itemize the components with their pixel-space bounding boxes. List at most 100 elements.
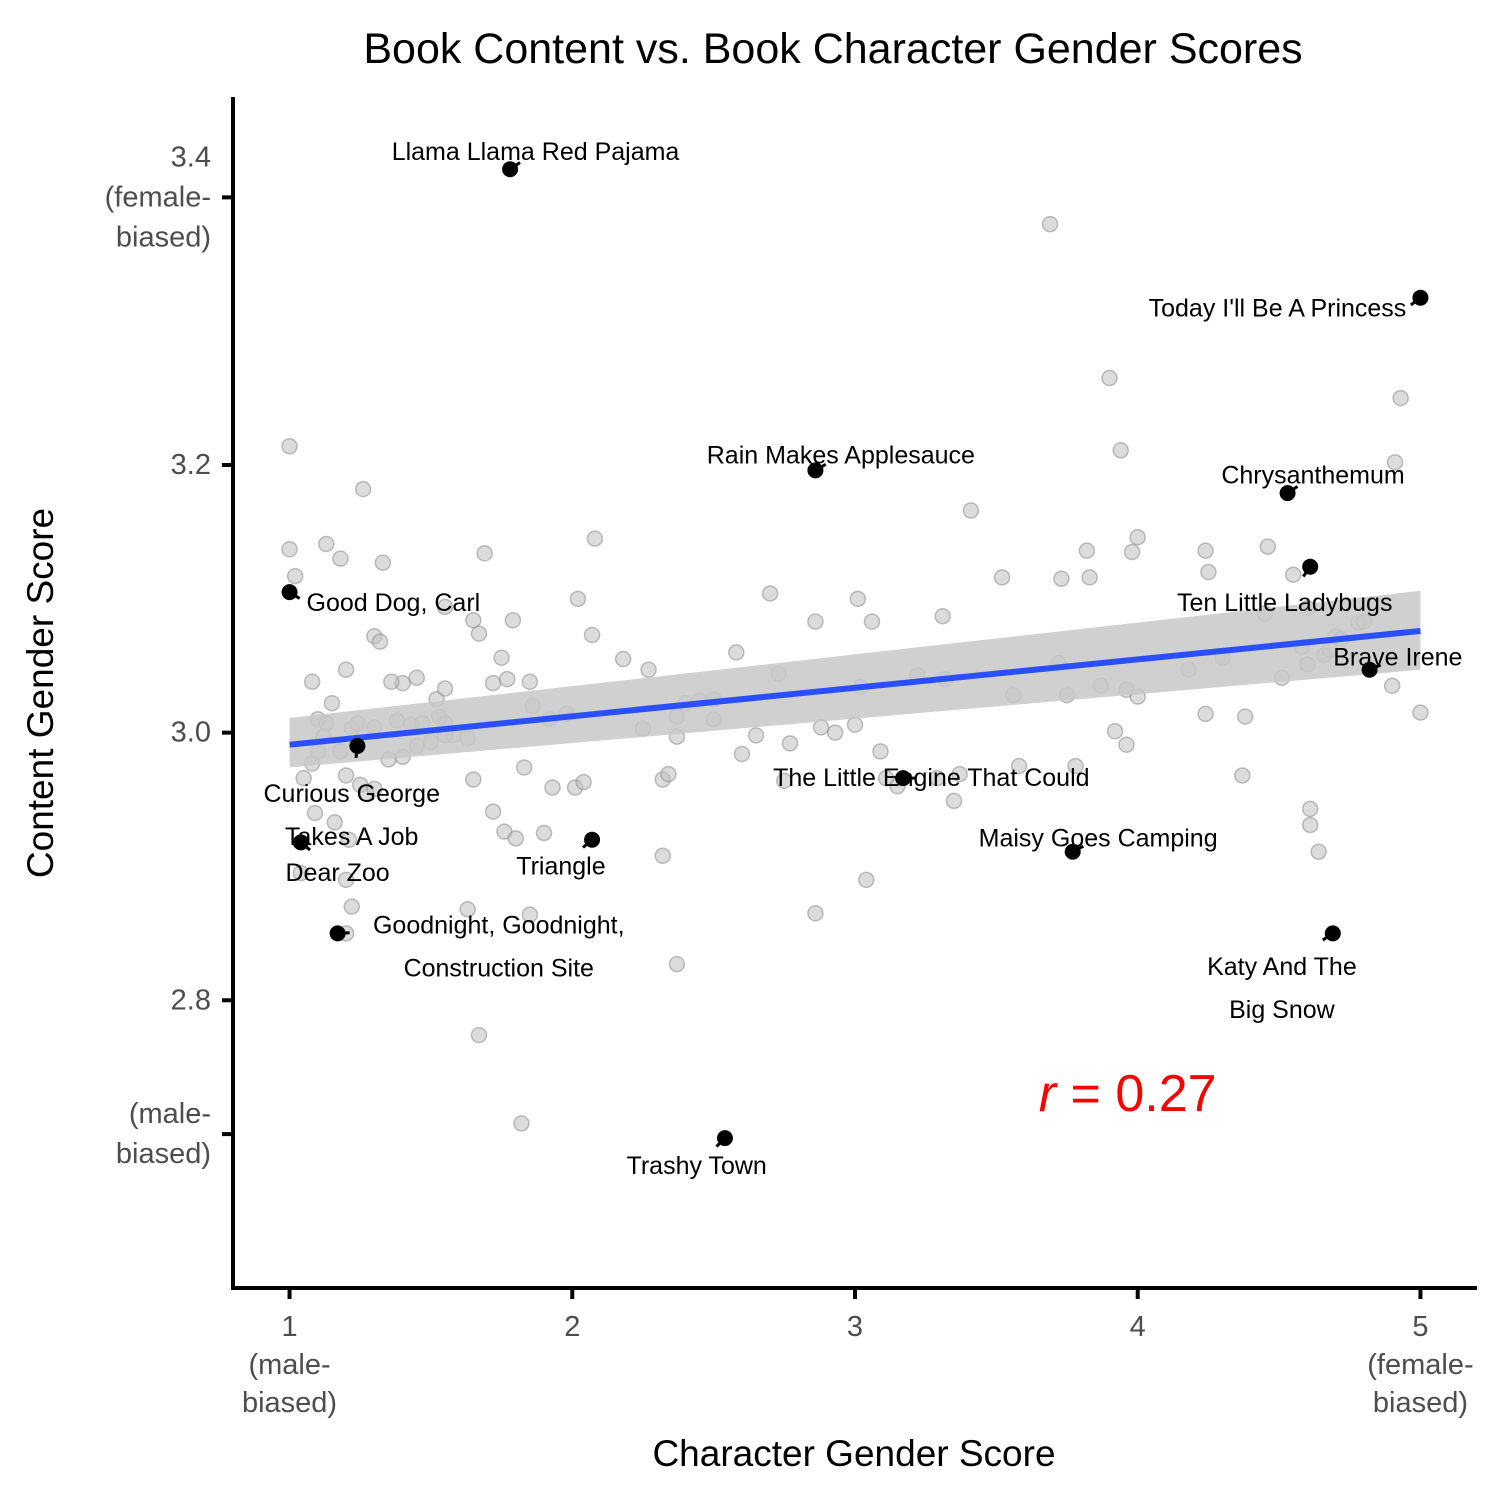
background-point <box>513 1115 530 1132</box>
background-point <box>1412 704 1429 721</box>
y-axis-title: Content Gender Score <box>20 508 61 878</box>
book-label: Rain Makes Applesauce <box>707 442 975 470</box>
trend-line-layer <box>289 627 1421 748</box>
book-label: Dear Zoo <box>285 859 389 887</box>
background-point <box>436 598 454 616</box>
background-point <box>1118 736 1135 753</box>
background-point <box>761 585 779 602</box>
background-point <box>812 719 830 736</box>
book-point <box>584 831 601 848</box>
background-point <box>318 535 335 553</box>
background-point <box>1234 767 1251 784</box>
background-point <box>292 864 310 882</box>
book-point <box>1324 925 1341 942</box>
background-point <box>354 480 372 498</box>
background-point <box>863 613 881 630</box>
background-point <box>286 567 304 585</box>
confidence-band-layer <box>289 590 1421 768</box>
background-point <box>337 871 355 889</box>
background-point <box>476 545 493 562</box>
book-point <box>502 161 519 178</box>
background-point <box>1106 723 1124 740</box>
background-point <box>781 735 799 752</box>
background-point <box>521 673 539 691</box>
background-point <box>337 767 355 784</box>
book-label: Goodnight, Goodnight, Construction Site <box>373 911 625 982</box>
book-point <box>329 925 346 942</box>
book-point <box>807 462 824 479</box>
background-point <box>849 590 867 608</box>
book-point <box>1064 843 1081 860</box>
x-tick-label: 4 <box>1130 1311 1146 1343</box>
chart-title: Book Content vs. Book Character Gender S… <box>363 25 1302 73</box>
background-point <box>586 530 604 547</box>
y-tick-label: (male-biased) <box>116 1098 211 1170</box>
book-point <box>895 770 912 787</box>
background-point <box>544 779 561 796</box>
x-tick-label: 5 (female-biased) <box>1367 1311 1473 1419</box>
background-point <box>498 670 516 688</box>
book-label: Ten Little Ladybugs <box>1177 589 1392 617</box>
background-point <box>660 765 677 783</box>
background-point <box>436 680 454 697</box>
background-point <box>1386 454 1404 471</box>
book-label: Brave Irene <box>1333 644 1462 672</box>
book-label: The Little Engine That Could <box>773 764 1089 792</box>
background-point <box>1200 563 1217 581</box>
background-point <box>1010 757 1028 775</box>
background-point <box>332 550 349 567</box>
background-point <box>934 607 951 625</box>
background-point <box>575 773 592 791</box>
background-point <box>1078 542 1096 559</box>
background-point <box>470 1026 488 1044</box>
background-point <box>668 955 686 973</box>
background-point <box>1067 757 1084 775</box>
background-point <box>614 650 632 668</box>
background-point <box>858 871 875 889</box>
background-point <box>807 613 824 630</box>
book-point <box>1302 558 1319 575</box>
background-point <box>1101 369 1118 387</box>
trend-line <box>289 627 1421 748</box>
y-tick-label: 3.0 <box>171 717 211 749</box>
background-point <box>1053 570 1070 588</box>
background-point <box>1129 529 1146 546</box>
book-label: Good Dog, Carl <box>307 589 481 617</box>
book-point <box>349 738 366 755</box>
background-point <box>846 716 864 733</box>
book-label: Llama Llama Red Pajama <box>392 138 680 166</box>
background-point <box>1112 442 1130 459</box>
background-point <box>654 847 671 865</box>
correlation-label: r = 0.27 <box>1039 1065 1217 1123</box>
background-point <box>872 743 889 760</box>
x-tick-label: 1 (male-biased) <box>242 1311 337 1419</box>
background-point <box>733 745 751 763</box>
background-point <box>1284 566 1302 583</box>
background-point <box>326 814 344 831</box>
background-point <box>470 625 488 642</box>
background-point <box>521 906 539 923</box>
highlighted-points <box>281 161 1429 1148</box>
book-label: Triangle <box>516 852 605 880</box>
background-point <box>945 792 963 810</box>
background-point <box>807 905 824 922</box>
background-point <box>993 569 1011 586</box>
book-point <box>716 1130 733 1147</box>
background-point <box>281 541 298 558</box>
background-point <box>1081 569 1098 586</box>
x-ticks: 1 (male-biased) 2 3 4 5 (female-biased) <box>242 1288 1474 1419</box>
book-point <box>1412 289 1429 306</box>
background-point <box>1123 543 1141 561</box>
background-point <box>306 804 324 822</box>
background-point <box>951 765 968 783</box>
background-point <box>877 769 895 787</box>
background-point <box>928 769 946 787</box>
background-point <box>1197 705 1214 723</box>
background-point <box>507 830 524 847</box>
background-point <box>366 780 383 798</box>
background-point <box>640 661 657 679</box>
background-point <box>337 661 355 679</box>
book-point <box>1361 661 1378 678</box>
confidence-band <box>289 590 1421 768</box>
